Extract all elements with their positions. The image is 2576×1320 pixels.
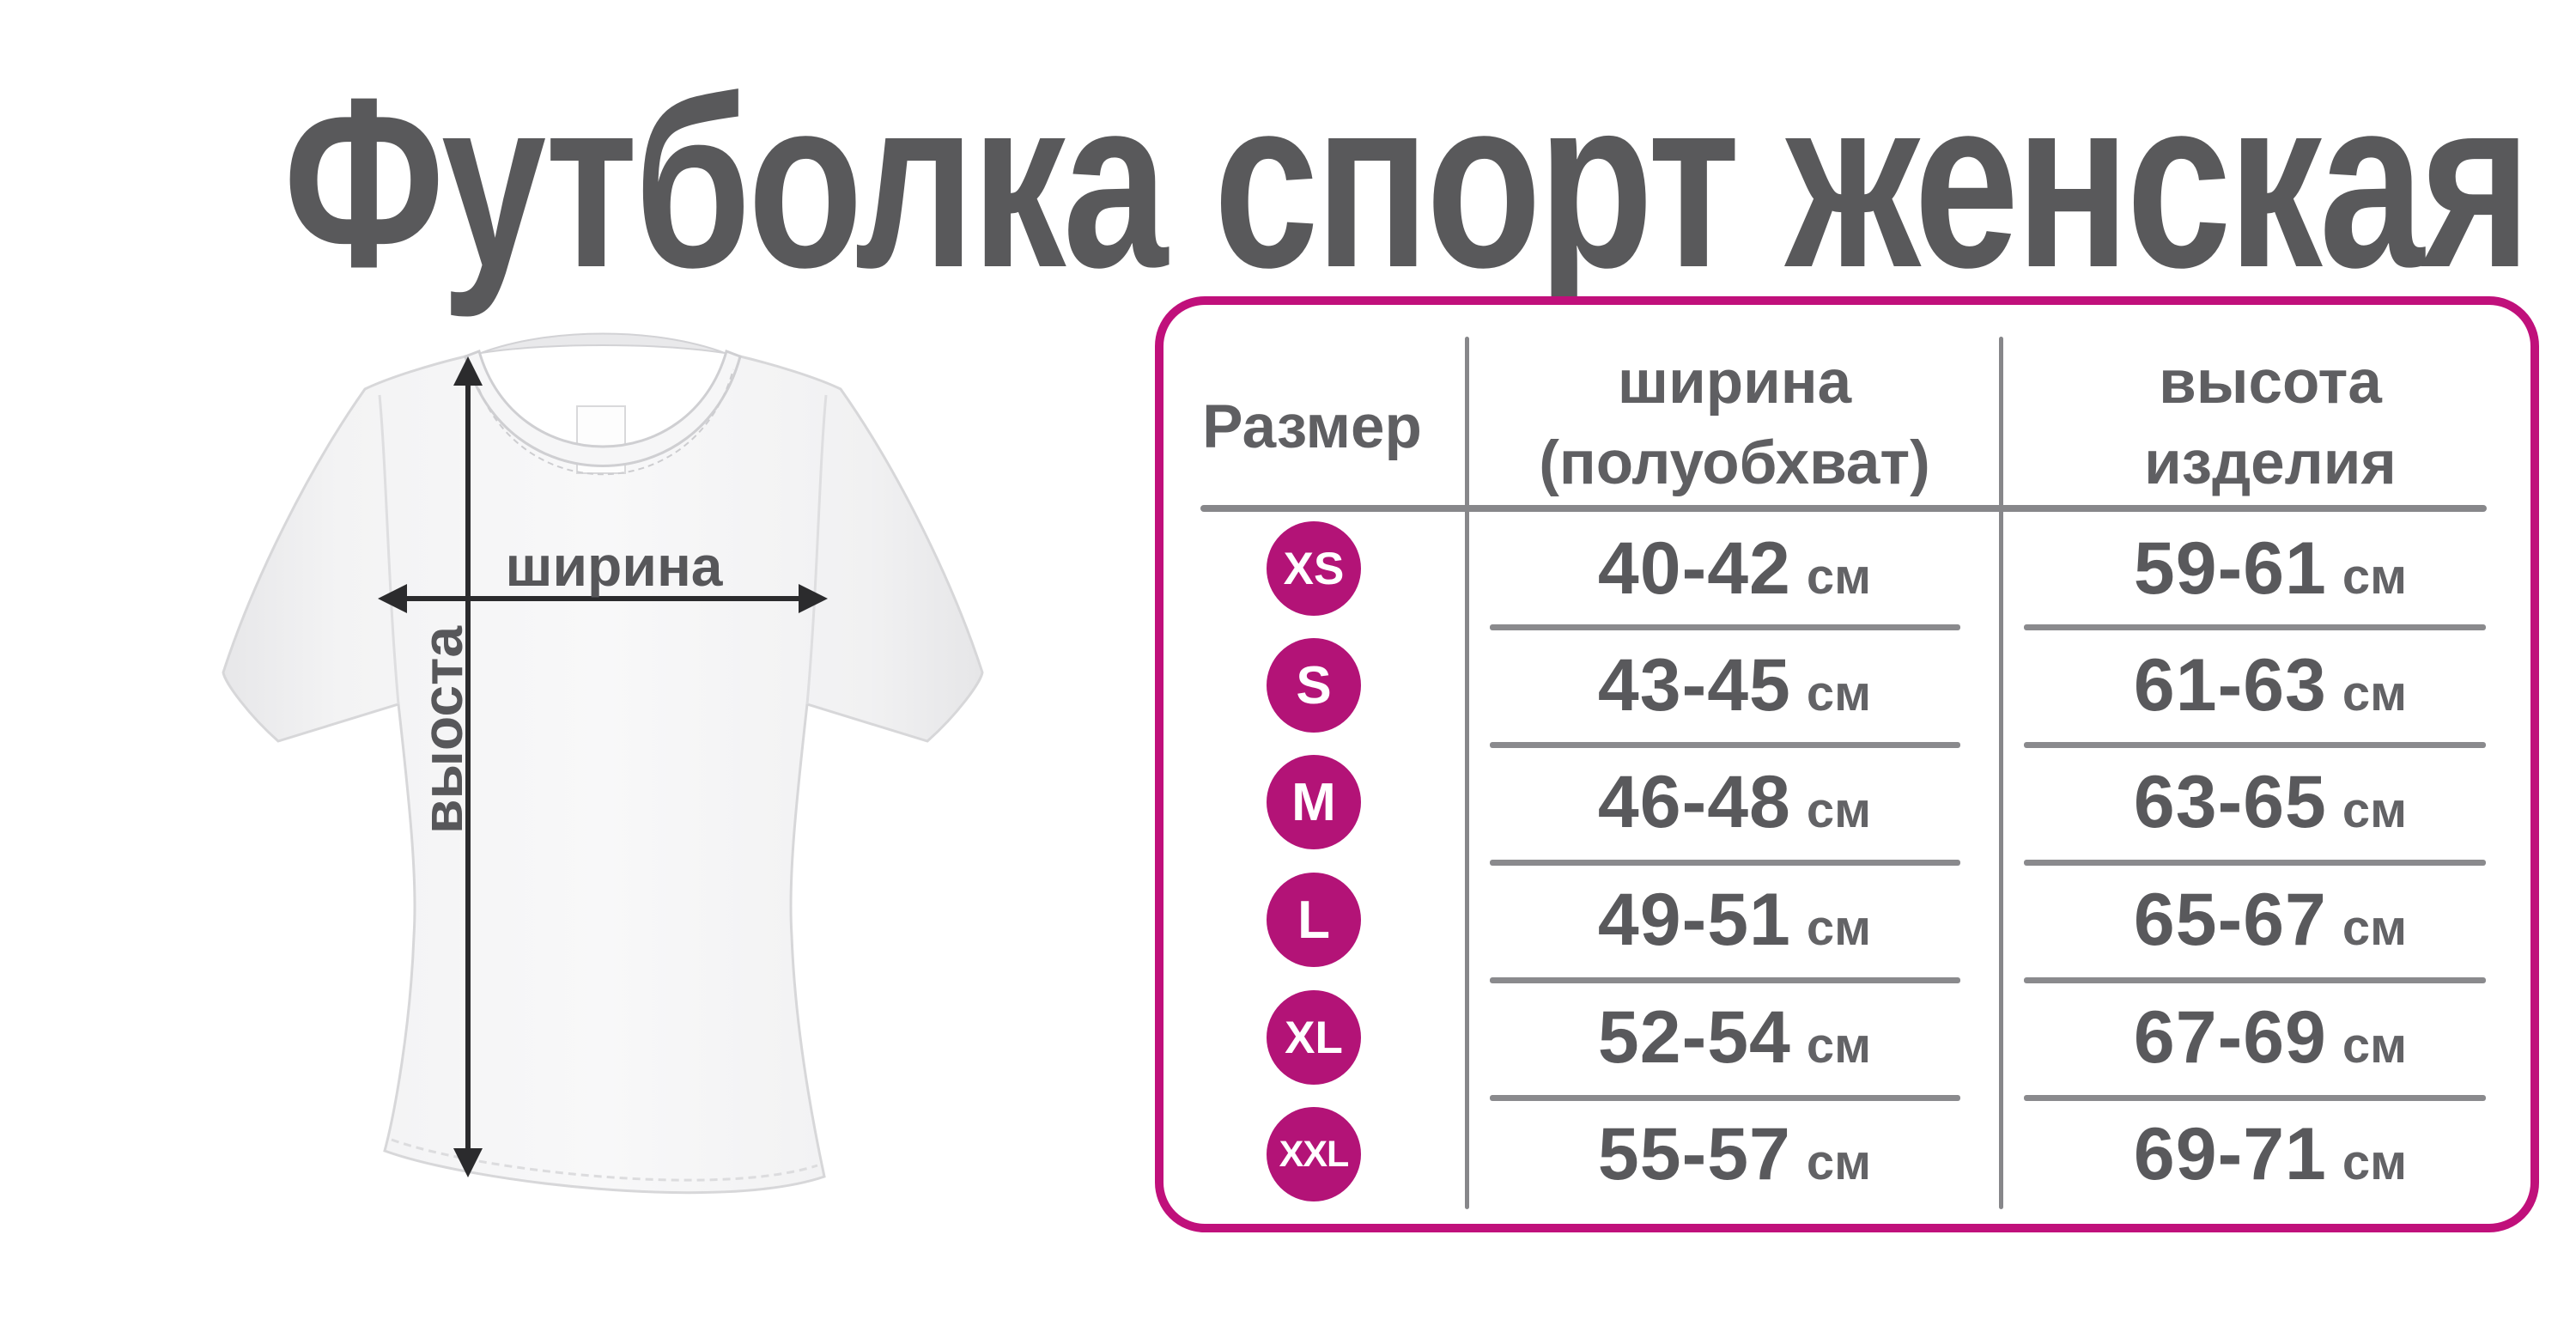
collar-band <box>464 350 742 467</box>
unit-label: см <box>1806 666 1872 721</box>
row-divider <box>2024 1095 2486 1101</box>
width-value-xxl: 55-57 см <box>1597 1113 1872 1195</box>
left-sleeve-seam <box>378 394 400 705</box>
size-badge-xxl: XXL <box>1267 1107 1361 1201</box>
row-divider <box>2024 624 2486 630</box>
tshirt-body <box>222 355 984 1195</box>
width-value-xs: 40-42 см <box>1597 527 1872 610</box>
header-height-line2: изделия <box>2144 429 2397 497</box>
unit-label: см <box>2342 549 2408 605</box>
column-divider <box>1999 337 2003 1209</box>
height-arrow <box>453 356 483 1177</box>
row-divider <box>1490 1095 1960 1101</box>
column-divider <box>1465 337 1469 1209</box>
height-value-xxl: 69-71 см <box>2133 1113 2408 1195</box>
width-value-m: 46-48 см <box>1597 761 1872 843</box>
unit-label: см <box>1806 1134 1872 1190</box>
unit-label: см <box>2342 1018 2408 1074</box>
height-value-l: 65-67 см <box>2133 879 2408 961</box>
header-width-line1: ширина <box>1617 349 1852 417</box>
collar-stitch <box>471 368 734 476</box>
tshirt-diagram: ширина выоста <box>189 331 1013 1224</box>
tshirt-illustration: ширина выоста <box>222 332 984 1195</box>
unit-label: см <box>1806 549 1872 605</box>
header-width-line2: (полуобхват) <box>1539 429 1930 497</box>
height-value-s: 61-63 см <box>2133 644 2408 727</box>
page-title: Футболка спорт женская <box>283 47 2531 318</box>
row-divider <box>1490 860 1960 866</box>
row-divider <box>1490 742 1960 748</box>
header-size: Размер <box>1202 393 1422 461</box>
unit-label: см <box>2342 900 2408 956</box>
size-badge-l: L <box>1267 873 1361 967</box>
row-divider <box>1490 624 1960 630</box>
height-arrow-label: выоста <box>410 625 474 834</box>
height-value-xl: 67-69 см <box>2133 996 2408 1079</box>
row-divider <box>2024 977 2486 983</box>
size-badge-m: M <box>1267 755 1361 849</box>
hem-stitch <box>391 1138 818 1182</box>
unit-label: см <box>2342 782 2408 838</box>
size-badge-xs: XS <box>1267 521 1361 616</box>
width-value-s: 43-45 см <box>1597 644 1872 727</box>
width-value-l: 49-51 см <box>1597 879 1872 961</box>
row-divider <box>1490 977 1960 983</box>
unit-label: см <box>1806 1018 1872 1074</box>
unit-label: см <box>1806 900 1872 956</box>
row-divider <box>2024 860 2486 866</box>
height-value-xs: 59-61 см <box>2133 527 2408 610</box>
size-badge-s: S <box>1267 638 1361 733</box>
right-sleeve-seam <box>805 394 828 705</box>
width-arrow-label: ширина <box>505 534 723 598</box>
back-collar <box>480 332 726 354</box>
unit-label: см <box>2342 1134 2408 1190</box>
unit-label: см <box>1806 782 1872 838</box>
header-height-line1: высота <box>2159 349 2382 417</box>
size-table-card <box>1155 296 2539 1232</box>
header-underline <box>1200 505 2487 512</box>
width-value-xl: 52-54 см <box>1597 996 1872 1079</box>
height-value-m: 63-65 см <box>2133 761 2408 843</box>
unit-label: см <box>2342 666 2408 721</box>
size-badge-xl: XL <box>1267 990 1361 1085</box>
row-divider <box>2024 742 2486 748</box>
